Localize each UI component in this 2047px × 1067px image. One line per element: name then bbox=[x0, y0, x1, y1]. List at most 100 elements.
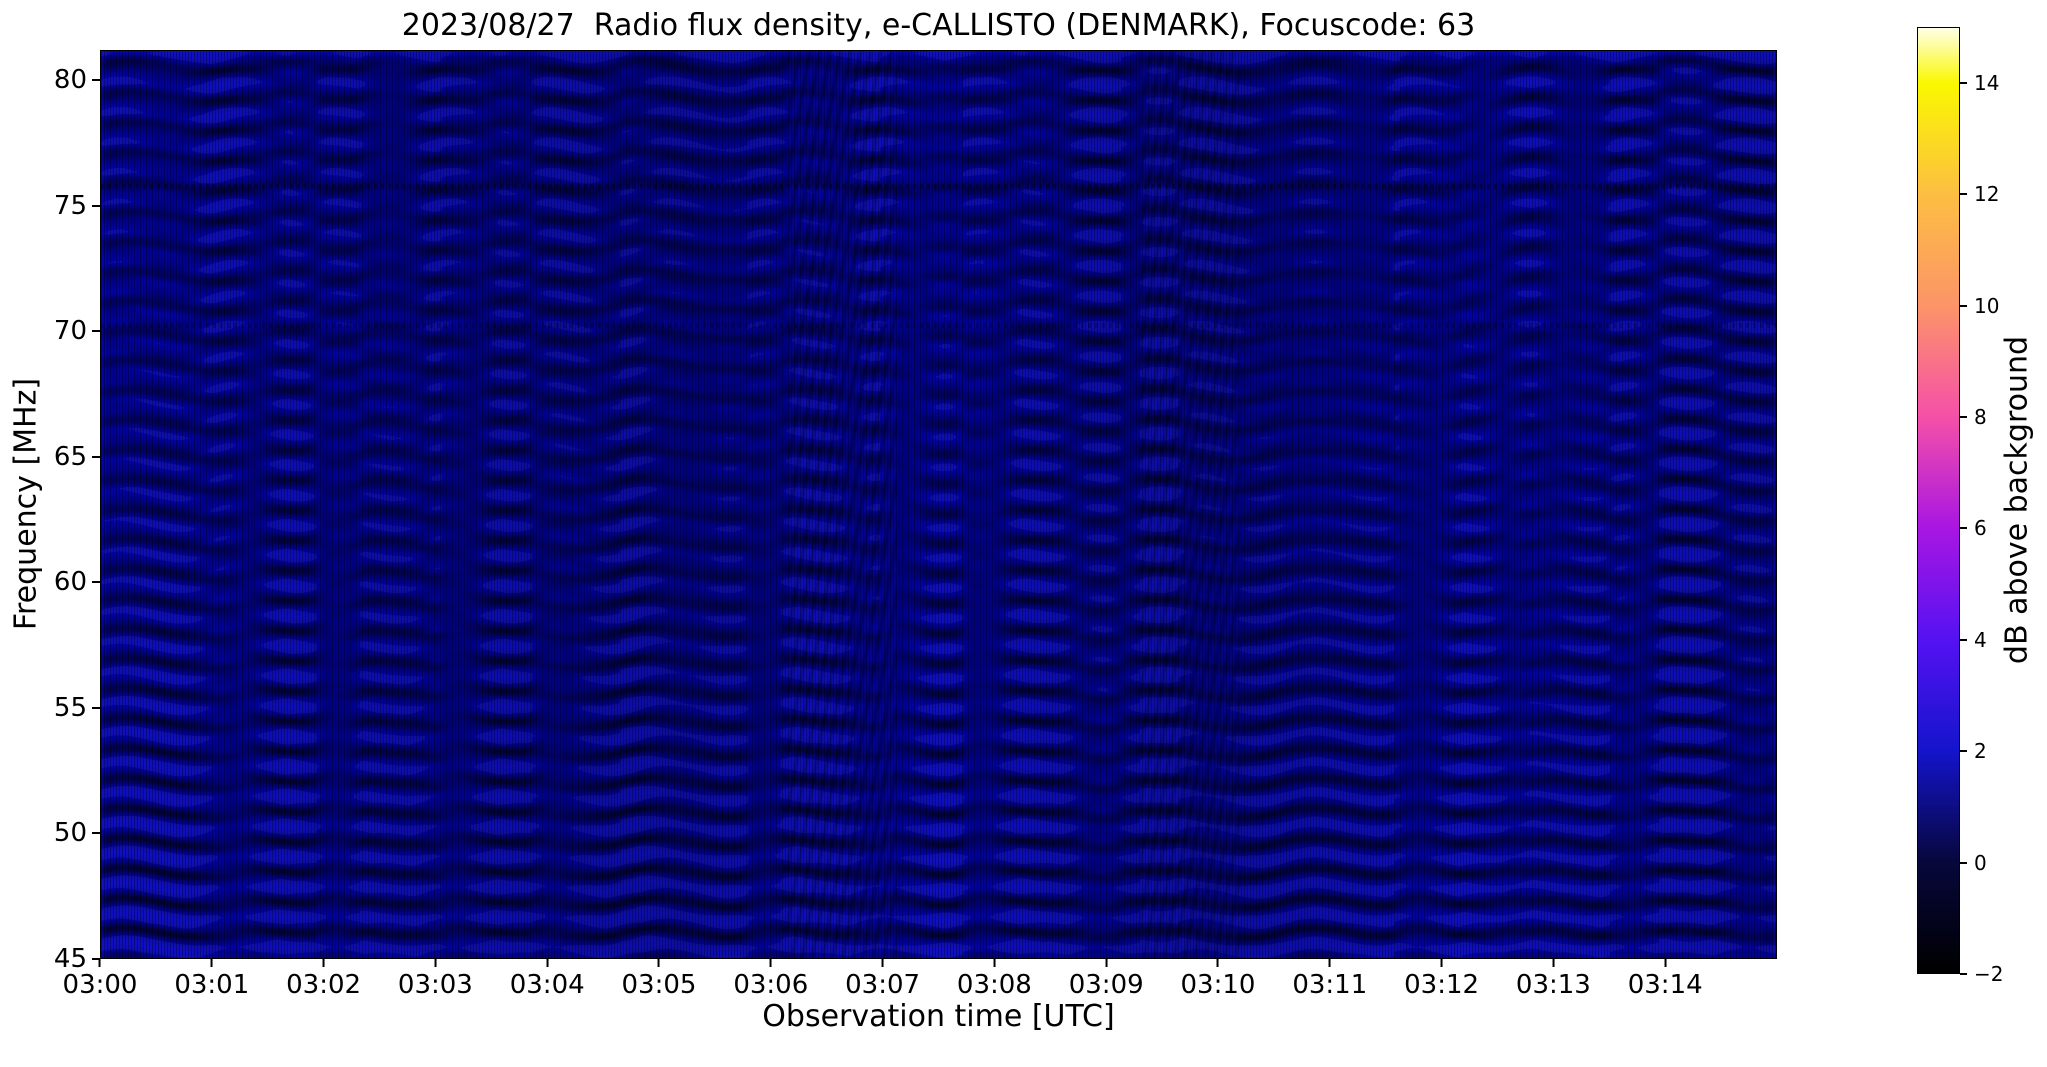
colorbar-tick-mark bbox=[1960, 81, 1967, 84]
colorbar-tick-label: 2 bbox=[1974, 739, 1987, 764]
x-tick-label: 03:12 bbox=[1404, 970, 1480, 1000]
y-tick-label: 75 bbox=[53, 190, 87, 221]
x-tick: 03:04 bbox=[510, 959, 585, 1000]
chart-title: 2023/08/27 Radio flux density, e-CALLIST… bbox=[401, 8, 1476, 43]
x-tick-label: 03:01 bbox=[174, 970, 250, 1000]
x-tick-mark bbox=[1328, 959, 1331, 967]
colorbar-tick: 6 bbox=[1960, 516, 1987, 540]
x-tick: 03:06 bbox=[733, 959, 808, 1000]
colorbar-tick-mark bbox=[1960, 750, 1967, 753]
x-tick-label: 03:06 bbox=[733, 970, 809, 1000]
x-tick: 03:03 bbox=[398, 959, 473, 1000]
y-tick: 70 bbox=[54, 316, 100, 346]
colorbar-tick-label: 14 bbox=[1974, 70, 2000, 95]
x-tick: 03:09 bbox=[1069, 959, 1144, 1000]
y-axis-label: Frequency [MHz] bbox=[8, 377, 44, 631]
y-tick-mark bbox=[92, 581, 100, 584]
x-tick-mark bbox=[434, 959, 437, 967]
x-tick-mark bbox=[769, 959, 772, 967]
y-tick: 50 bbox=[54, 818, 100, 848]
colorbar-label: dB above background bbox=[1999, 335, 2035, 665]
x-tick-label: 03:11 bbox=[1292, 970, 1368, 1000]
y-tick: 60 bbox=[54, 567, 100, 597]
y-tick-label: 45 bbox=[53, 944, 87, 974]
x-tick-mark bbox=[1552, 959, 1555, 967]
x-tick-label: 03:10 bbox=[1180, 970, 1256, 1000]
x-tick: 03:12 bbox=[1404, 959, 1479, 1000]
y-tick-label: 50 bbox=[53, 818, 87, 849]
colorbar-tick-mark bbox=[1960, 193, 1967, 196]
y-tick-mark bbox=[92, 204, 100, 207]
colorbar-gradient bbox=[1917, 27, 1960, 974]
x-tick-label: 03:00 bbox=[62, 970, 138, 1000]
y-tick-mark bbox=[92, 958, 100, 960]
colorbar-ticks: −2 0 2 4 6 8 10 12 14 bbox=[1960, 27, 2046, 986]
x-tick-mark bbox=[657, 959, 660, 967]
x-axis-label: Observation time [UTC] bbox=[762, 999, 1115, 1034]
x-tick: 03:14 bbox=[1628, 959, 1703, 1000]
colorbar-tick: −2 bbox=[1960, 962, 2003, 986]
x-tick-label: 03:07 bbox=[845, 970, 921, 1000]
x-tick-label: 03:03 bbox=[397, 970, 473, 1000]
x-tick-mark bbox=[1440, 959, 1443, 967]
x-tick-mark bbox=[1664, 959, 1667, 967]
y-tick-mark bbox=[92, 706, 100, 709]
colorbar-tick-mark bbox=[1960, 638, 1967, 641]
colorbar-tick-mark bbox=[1960, 861, 1967, 864]
x-tick-label: 03:09 bbox=[1068, 970, 1144, 1000]
x-tick-mark bbox=[993, 959, 996, 967]
colorbar-tick-label: −2 bbox=[1974, 962, 2004, 986]
x-tick: 03:07 bbox=[845, 959, 920, 1000]
x-tick: 03:00 bbox=[62, 959, 138, 1000]
x-tick-mark bbox=[1105, 959, 1108, 967]
y-tick-mark bbox=[92, 832, 100, 835]
x-tick-label: 03:14 bbox=[1627, 970, 1703, 1000]
y-tick-label: 65 bbox=[53, 441, 87, 472]
y-tick-label: 60 bbox=[53, 567, 87, 598]
x-tick-label: 03:02 bbox=[286, 970, 362, 1000]
colorbar-tick-label: 4 bbox=[1974, 627, 1987, 652]
colorbar-tick-label: 12 bbox=[1974, 182, 2000, 207]
x-tick: 03:01 bbox=[174, 959, 249, 1000]
x-tick-label: 03:04 bbox=[509, 970, 585, 1000]
y-tick-label: 70 bbox=[53, 316, 87, 347]
y-tick-mark bbox=[92, 330, 100, 333]
colorbar-tick: 0 bbox=[1960, 851, 1987, 875]
colorbar-tick: 12 bbox=[1960, 182, 1999, 206]
colorbar-tick-mark bbox=[1960, 415, 1967, 418]
colorbar-tick-mark bbox=[1960, 304, 1967, 307]
x-tick-label: 03:08 bbox=[956, 970, 1032, 1000]
y-tick-label: 55 bbox=[53, 692, 87, 723]
y-tick: 45 bbox=[54, 944, 100, 974]
colorbar-tick: 8 bbox=[1960, 405, 1987, 429]
y-tick-mark bbox=[92, 455, 100, 458]
colorbar-tick: 2 bbox=[1960, 739, 1987, 763]
x-tick-mark bbox=[99, 959, 101, 967]
x-tick-label: 03:13 bbox=[1515, 970, 1591, 1000]
colorbar-tick-label: 0 bbox=[1974, 850, 1987, 875]
y-tick-mark bbox=[92, 79, 100, 82]
x-tick-mark bbox=[881, 959, 884, 967]
x-tick-label: 03:05 bbox=[621, 970, 697, 1000]
y-tick: 80 bbox=[54, 65, 100, 95]
x-axis-ticks: 03:00 03:01 03:02 03:03 03:04 03:05 03:06 03:07… bbox=[63, 959, 1777, 1007]
x-tick: 03:02 bbox=[286, 959, 361, 1000]
x-tick: 03:11 bbox=[1292, 959, 1367, 1000]
plot-area bbox=[100, 50, 1777, 959]
x-tick: 03:08 bbox=[957, 959, 1032, 1000]
x-tick: 03:13 bbox=[1516, 959, 1591, 1000]
x-tick-mark bbox=[1216, 959, 1219, 967]
x-tick: 03:10 bbox=[1180, 959, 1256, 1000]
colorbar-tick-mark bbox=[1960, 527, 1967, 530]
x-tick: 03:05 bbox=[621, 959, 697, 1000]
spectrogram-texture bbox=[101, 51, 1776, 958]
colorbar-tick: 14 bbox=[1960, 71, 1999, 95]
x-tick-mark bbox=[546, 959, 549, 967]
y-axis-ticks: 45 50 55 60 65 70 75 80 bbox=[0, 50, 100, 974]
colorbar-tick-label: 8 bbox=[1974, 404, 1987, 429]
x-tick-mark bbox=[322, 959, 325, 967]
y-tick: 75 bbox=[54, 191, 100, 221]
y-tick: 55 bbox=[54, 693, 100, 723]
y-tick-label: 80 bbox=[53, 65, 87, 96]
